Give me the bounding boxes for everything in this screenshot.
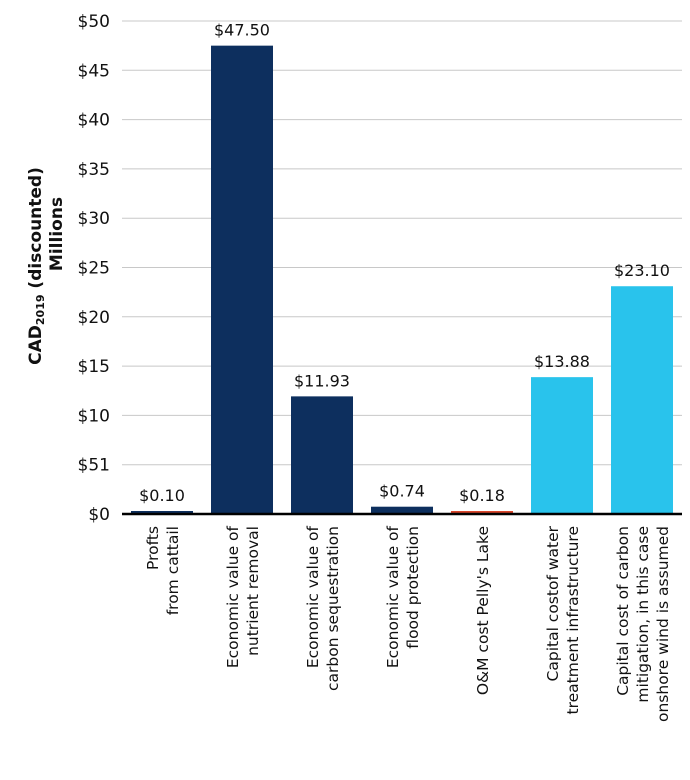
category-label: Capital cost of carbon mitigation, in thi… xyxy=(614,526,672,722)
y-tick-label: $45 xyxy=(78,61,110,81)
category-label-line: O&M cost Pelly's Lake xyxy=(474,526,492,695)
y-tick-label: $40 xyxy=(78,111,110,131)
category-label: Capital costof water treatment infrastruc… xyxy=(544,525,582,714)
y-tick-label: $10 xyxy=(78,406,110,426)
bar xyxy=(211,45,273,515)
category-label-line: carbon sequestration xyxy=(324,526,342,691)
bar xyxy=(131,511,193,514)
category-label-line: Economic value of xyxy=(224,525,242,668)
y-axis-title-subscript: 2019 xyxy=(34,294,47,325)
y-axis-title-main: CAD xyxy=(26,325,46,365)
category-label-line: Economic value of xyxy=(304,525,322,668)
data-label: $11.93 xyxy=(294,371,350,390)
category-label-line: flood protection xyxy=(404,526,422,649)
category-label: Economic value of nutrient removal xyxy=(224,525,262,668)
category-label-line: Profts xyxy=(144,526,162,570)
category-label: O&M cost Pelly's Lake xyxy=(474,526,492,695)
y-axis-title-rest: (discounted) xyxy=(26,167,46,294)
category-label: Economic value of flood protection xyxy=(384,525,422,668)
bars xyxy=(131,45,673,515)
data-labels: $0.10 $47.50 $11.93 $0.74 $0.18 $13.88 $23.10 xyxy=(139,21,670,505)
y-tick-label: $25 xyxy=(78,259,110,279)
y-tick-label: $20 xyxy=(78,308,110,328)
bar xyxy=(531,377,593,514)
bar xyxy=(371,506,433,514)
category-label-line: from cattail xyxy=(164,526,182,615)
y-axis-ticks: $0 $51 $10 $15 $20 $25 $30 $35 $40 $45 $50 xyxy=(78,12,110,525)
category-label-line: Capital costof water xyxy=(544,525,562,681)
data-label: $23.10 xyxy=(614,261,670,280)
y-axis-title: CAD2019 (discounted) xyxy=(26,167,47,365)
y-tick-label: $30 xyxy=(78,209,110,229)
x-axis-categories: Profts from cattail Economic value of nutri… xyxy=(144,525,672,722)
category-label-line: nutrient removal xyxy=(244,526,262,656)
data-label: $0.18 xyxy=(459,486,505,505)
category-label-line: onshore wind is assumed xyxy=(654,526,672,722)
category-label-line: treatment infrastructure xyxy=(564,526,582,714)
bar xyxy=(451,511,513,514)
bar xyxy=(291,396,353,514)
data-label: $13.88 xyxy=(534,352,590,371)
data-label: $0.10 xyxy=(139,486,185,505)
bar xyxy=(611,286,673,514)
y-tick-label: $0 xyxy=(88,505,110,525)
category-label: Profts from cattail xyxy=(144,526,182,615)
y-axis-title-units: Millions xyxy=(47,197,67,271)
data-label: $0.74 xyxy=(379,482,425,501)
category-label-line: Economic value of xyxy=(384,525,402,668)
y-tick-label: $15 xyxy=(78,357,110,377)
y-tick-label: $35 xyxy=(78,160,110,180)
category-label: Economic value of carbon sequestration xyxy=(304,525,342,691)
y-tick-label: $51 xyxy=(78,456,110,476)
category-label-line: Capital cost of carbon xyxy=(614,526,632,696)
y-tick-label: $50 xyxy=(78,12,110,32)
gridlines xyxy=(122,20,682,466)
category-label-line: mitigation, in this case xyxy=(634,526,652,703)
data-label: $47.50 xyxy=(214,21,270,40)
